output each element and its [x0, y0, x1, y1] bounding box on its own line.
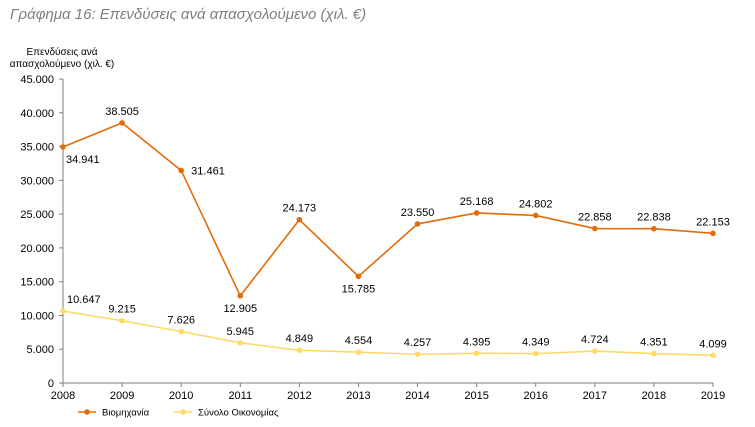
data-point — [710, 230, 716, 237]
data-point — [119, 120, 125, 126]
x-tick-label: 2019 — [701, 390, 725, 402]
data-label: 4.351 — [640, 337, 668, 349]
data-point — [473, 210, 480, 216]
data-label: 4.099 — [699, 338, 727, 350]
axes: 0 5.000 10.000 15.000 20.000 25.000 30.000 35.0… — [20, 74, 725, 402]
x-tick-label: 2018 — [642, 390, 666, 402]
legend-marker — [180, 409, 186, 415]
data-point — [651, 350, 657, 357]
data-point — [119, 317, 125, 324]
data-point — [414, 351, 421, 358]
data-label: 4.724 — [581, 334, 609, 346]
x-tick-label: 2014 — [405, 390, 429, 402]
data-point — [710, 352, 716, 359]
series-layer: 34.941 38.505 31.461 12.905 24.173 15.785 23.5… — [60, 106, 730, 359]
y-tick-label: 20.000 — [20, 243, 54, 255]
x-tick-label: 2017 — [583, 390, 607, 402]
y-tick-label: 40.000 — [20, 108, 54, 120]
x-tick-label: 2009 — [110, 390, 134, 402]
data-label: 22.838 — [637, 212, 671, 224]
y-tick-label: 10.000 — [20, 310, 54, 322]
data-point — [651, 225, 657, 232]
data-label: 34.941 — [66, 154, 100, 166]
data-label: 12.905 — [223, 303, 257, 315]
y-tick-label: 0 — [48, 378, 54, 390]
data-point — [473, 350, 480, 357]
data-point — [178, 328, 184, 335]
legend-label: Σύνολο Οικονομίας — [198, 408, 279, 419]
y-axis-label: Επενδύσεις ανά απασχολούμενο (χιλ. €) — [9, 47, 115, 70]
data-point — [355, 273, 362, 280]
x-tick-label: 2016 — [523, 390, 547, 402]
data-point — [414, 221, 421, 227]
data-label: 4.554 — [345, 335, 373, 347]
data-label: 10.647 — [67, 294, 101, 306]
data-point — [355, 349, 362, 356]
data-point — [178, 167, 184, 174]
chart-title: Γράφημα 16: Επενδύσεις ανά απασχολούμενο… — [10, 6, 367, 23]
data-label: 4.257 — [404, 337, 432, 349]
y-tick-label: 5.000 — [26, 344, 54, 356]
data-label: 31.461 — [191, 165, 225, 177]
y-tick-label: 35.000 — [20, 142, 54, 154]
x-tick-label: 2010 — [169, 390, 193, 402]
data-label: 15.785 — [342, 283, 376, 295]
legend-marker — [84, 409, 90, 415]
series-line-1 — [62, 121, 714, 298]
data-point — [296, 216, 303, 223]
data-label: 9.215 — [108, 304, 136, 316]
data-point — [237, 293, 244, 299]
data-point — [60, 308, 66, 314]
data-label: 24.802 — [519, 198, 553, 210]
y-tick-label: 25.000 — [20, 209, 54, 221]
data-label: 24.173 — [283, 203, 317, 215]
y-tick-label: 45.000 — [20, 74, 54, 86]
data-label: 22.858 — [578, 212, 612, 224]
x-tick-label: 2011 — [228, 390, 252, 402]
legend-label: Βιομηχανία — [102, 408, 150, 419]
data-label: 23.550 — [401, 207, 435, 219]
x-tick-label: 2012 — [287, 390, 311, 402]
data-label: 5.945 — [227, 326, 255, 338]
data-point — [532, 212, 539, 219]
data-label: 4.395 — [463, 336, 491, 348]
data-label: 4.849 — [286, 333, 314, 345]
x-tick-label: 2015 — [464, 390, 488, 402]
data-label: 38.505 — [105, 106, 139, 118]
data-point — [532, 350, 539, 357]
y-tick-label: 30.000 — [20, 175, 54, 187]
data-point — [237, 340, 244, 346]
data-point — [592, 225, 598, 232]
data-label: 22.153 — [696, 216, 730, 228]
data-point — [592, 348, 598, 354]
data-label: 25.168 — [460, 196, 494, 208]
x-tick-label: 2013 — [346, 390, 370, 402]
series-line-2 — [62, 310, 714, 357]
data-point — [60, 144, 66, 150]
x-tick-label: 2008 — [51, 390, 75, 402]
data-label: 7.626 — [167, 314, 195, 326]
data-point — [296, 347, 303, 354]
data-label: 4.349 — [522, 337, 550, 349]
y-tick-label: 15.000 — [20, 277, 54, 289]
legend: Βιομηχανία Σύνολο Οικονομίας — [78, 408, 279, 419]
